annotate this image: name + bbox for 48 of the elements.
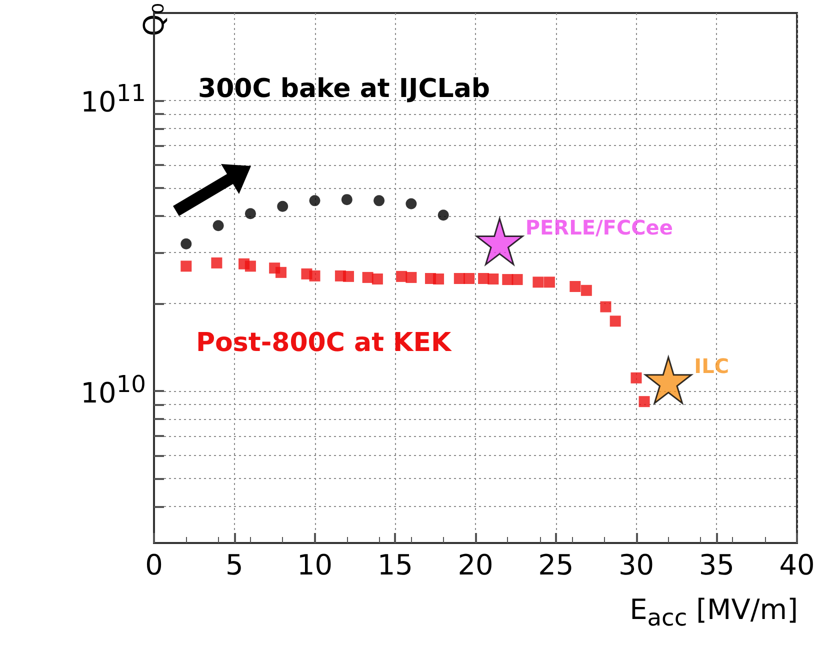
point [580,284,592,296]
x-tick-label: 20 [458,548,494,582]
point [244,208,256,220]
text: 300C bake at IJCLab [198,74,490,104]
point [476,218,524,266]
point [570,280,581,292]
point [372,274,383,285]
point [212,220,224,232]
x-tick-label: 25 [538,548,574,582]
series-label: ILC [694,354,730,378]
x-tick-label: 15 [377,548,413,582]
point [600,301,612,312]
point [544,276,555,288]
point [406,198,417,210]
point [488,274,499,285]
x-tick-label: 0 [145,548,163,582]
x-tick-label: 5 [225,548,244,582]
x-tick-label: 10 [296,548,333,582]
x-axis-title: E$_{acc}$ [MV/m] [630,593,798,632]
point [309,195,320,206]
point [277,200,288,212]
point [438,210,449,221]
point [343,270,354,282]
point [275,266,286,278]
x-tick-label: 30 [618,548,654,582]
point [630,372,642,384]
point [638,396,650,408]
point [341,194,352,206]
point [512,274,523,286]
point [532,276,544,288]
point [406,272,417,283]
x-tick-label: 40 [779,548,815,582]
x-tick-label: 35 [698,548,734,582]
point [244,260,256,272]
point [211,257,222,268]
point [309,270,320,282]
y-tick-label: 10$^{10}$ [80,370,146,410]
point [180,238,192,250]
point [644,356,692,404]
series-label: Post-800C at KEK [196,328,452,358]
point [610,316,621,327]
point [180,260,192,272]
point [502,274,514,286]
point [464,272,475,284]
point [433,274,444,285]
y-tick-label: 10$^{11}$ [80,79,146,119]
series-label: PERLE/FCCee [525,216,673,240]
point [374,195,385,206]
